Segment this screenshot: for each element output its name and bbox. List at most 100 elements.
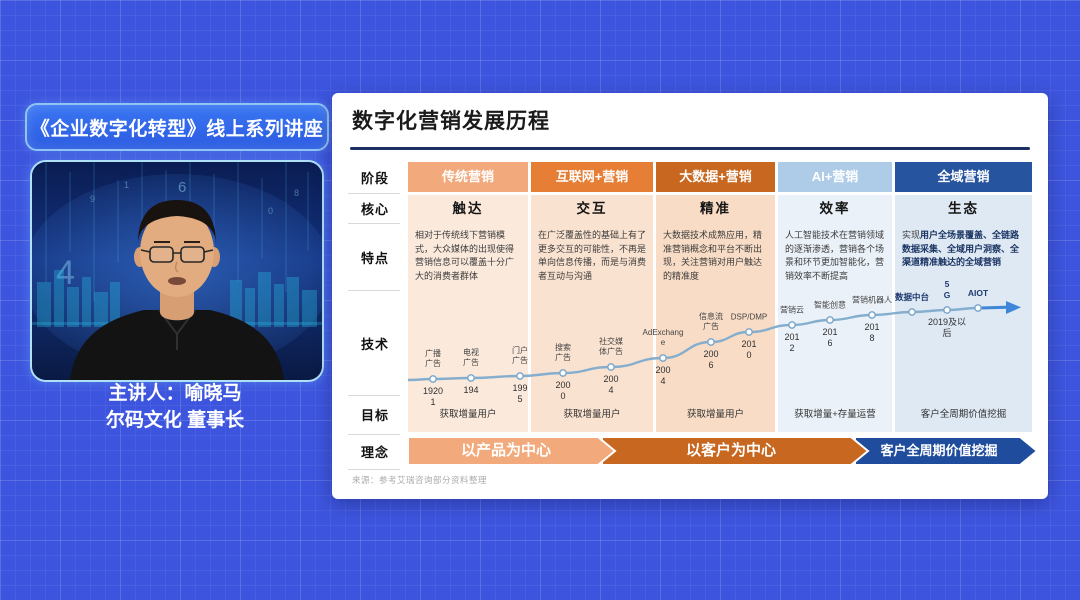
timeline-tech-label: 5 G [943,278,951,300]
technology-timeline: 广播 广告 1920 1 电视 广告 194 门户 广告 199 5 搜索 广告 200 0 社… [408,279,1038,407]
digit-glyph: 0 [268,206,273,216]
timeline-year-label: 201 2 [784,332,800,354]
timeline-year-label: 200 6 [703,349,719,371]
column-tint [408,195,528,432]
label-divider [348,434,400,435]
timeline-tech-label: 营销机器人 [852,295,892,305]
stage-header: 互联网+营销 [531,162,653,192]
feature-cell: 人工智能技术在营销领域的逐渐渗透，营销各个场景和环节更加智能化，营销效率不断提高 [785,230,885,281]
timeline-year-label: 2019及以 后 [927,317,967,339]
timeline-marker [516,372,524,380]
row-label-goal: 目标 [360,408,389,423]
timeline-tech-label: 搜索 广告 [555,343,571,363]
digit-glyph: 8 [294,188,299,198]
speaker-video-art: 4 6 9 0 1 8 [32,162,322,380]
timeline-year-label: 201 6 [822,327,838,349]
speaker-title: 尔码文化 董事长 [105,410,245,431]
stage-header: 大数据+营销 [656,162,775,192]
column-tint [531,195,653,432]
timeline-tech-label: DSP/DMP [730,312,768,322]
presentation-slide: 数字化营销发展历程 阶段 核心 特点 技术 目标 理念 传统营销触达相对于传统线… [332,93,1048,499]
label-divider [348,469,400,470]
city-skyline [37,270,317,327]
digit-glyph: 6 [178,179,186,196]
timeline-marker [745,328,753,336]
concept-arrows-art [407,436,1039,466]
timeline-year-label: 201 8 [864,322,880,344]
concept-arrow-row: 以产品为中心 以客户为中心 客户全周期价值挖掘 [407,436,1039,466]
digit-glyph: 4 [56,254,75,292]
timeline-tech-label: 社交媒 体广告 [599,337,623,357]
timeline-tech-label: 智能创意 [814,300,846,310]
webinar-title-badge: 《企业数字化转型》线上系列讲座 [25,103,329,151]
title-underline [350,147,1030,150]
glasses [140,246,214,263]
timeline-year-label: 201 0 [741,339,757,361]
concept-arrow-shape [407,436,617,466]
timeline-marker [943,306,951,314]
core-cell: 交互 [576,201,608,216]
timeline-marker [826,316,834,324]
label-divider [348,193,400,194]
stage-header: 全域营销 [895,162,1032,192]
label-divider [348,223,400,224]
timeline-tech-label: 门户 广告 [512,346,528,366]
timeline-year-label: 200 4 [603,374,619,396]
stage-header: 传统营销 [408,162,528,192]
row-label-feature: 特点 [360,250,389,266]
feature-cell: 相对于传统线下营销模式，大众媒体的出现使得营销信息可以覆盖十分广大的消费者群体 [415,230,515,281]
goal-cell: 客户全周期价值挖掘 [920,409,1007,420]
feature-text-bold: 用户全场景覆盖、全链路数据采集、全域用户洞察、全渠道精准触达的全域营销 [902,230,1020,267]
timeline-tech-label: 广播 广告 [425,349,441,369]
column-tint [895,195,1032,432]
column-tint [656,195,775,432]
stage-header: AI+营销 [778,162,892,192]
label-divider [348,395,400,396]
matrix-digits: 4 6 9 0 1 8 [56,179,299,292]
concept-arrow-label: 以产品为中心 [460,442,551,459]
timeline-marker [974,304,982,312]
core-cell: 触达 [452,201,484,216]
concept-arrow-label: 客户全周期价值挖掘 [880,443,998,458]
speaker-name: 主讲人：喻晓马 [108,383,242,404]
timeline-marker [607,363,615,371]
feature-text-prefix: 实现 [902,230,921,240]
core-cell: 生态 [948,201,979,216]
digit-glyph: 9 [90,194,95,204]
timeline-tech-label: AIOT [967,287,989,298]
speaker-info: 主讲人：喻晓马 尔码文化 董事长 [30,380,320,434]
goal-cell: 获取增量用户 [563,409,621,420]
goal-cell: 获取增量用户 [686,409,744,420]
timeline-year-label: 199 5 [512,383,528,405]
timeline-tech-label: 信息流 广告 [699,312,723,332]
timeline-tech-label: AdExchang e [642,328,684,348]
slide-title: 数字化营销发展历程 [352,110,550,133]
timeline-marker [788,321,796,329]
timeline-marker [908,308,916,316]
label-divider [348,290,400,291]
row-label-concept: 理念 [360,444,389,460]
timeline-tech-label: 数据中台 [894,291,930,302]
timeline-year-label: 194 [463,385,479,395]
timeline-marker [707,338,715,346]
digit-glyph: 1 [124,180,129,190]
feature-cell: 大数据技术成熟应用，精准营销概念和平台不断出现，关注营销对用户触达的精准度 [663,230,763,281]
row-label-stage: 阶段 [360,170,389,186]
row-label-tech: 技术 [360,336,389,352]
timeline-tech-label: 营销云 [780,305,804,315]
timeline-marker [467,374,475,382]
feature-cell: 在广泛覆盖性的基础上有了更多交互的可能性，不再是单向信息传播，而是与消费者互动与… [538,230,647,281]
timeline-marker [868,311,876,319]
speaker-video: 4 6 9 0 1 8 [30,160,324,382]
timeline-year-label: 200 4 [655,365,671,387]
timeline-year-label: 1920 1 [422,386,444,408]
timeline-tech-label: 电视 广告 [463,348,479,368]
speaker-person [70,200,284,380]
source-note: 来源：参考艾瑞咨询部分资料整理 [352,475,488,485]
concept-arrow-label: 以客户为中心 [685,442,776,459]
timeline-marker [659,354,667,362]
core-cell: 精准 [700,201,731,216]
core-cell: 效率 [819,201,851,216]
row-label-core: 核心 [360,202,389,217]
goal-cell: 获取增量+存量运营 [794,409,876,420]
